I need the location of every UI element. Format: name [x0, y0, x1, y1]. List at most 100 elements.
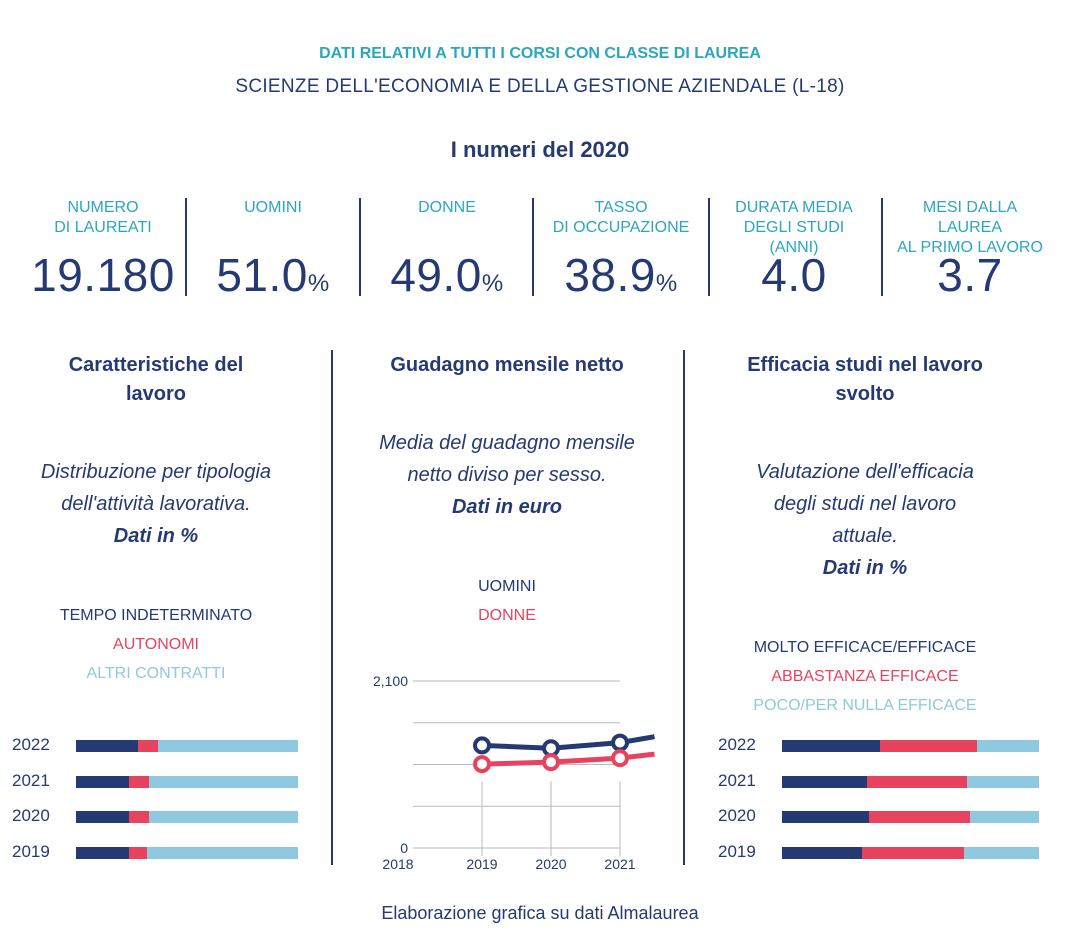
x-tick-label: 2018	[382, 856, 413, 872]
stat-label: NUMERO DI LAUREATI	[54, 199, 152, 236]
section-divider	[683, 350, 685, 865]
data-point	[542, 753, 560, 772]
series-line	[481, 751, 655, 767]
stacked-bar	[76, 846, 298, 859]
middle-legend: UOMINI DONNE	[342, 572, 672, 630]
section-title: Guadagno mensile netto	[390, 354, 624, 376]
stat-label: TASSO DI OCCUPAZIONE	[552, 199, 690, 236]
legend-item: MOLTO EFFICACE/EFFICACE	[753, 639, 977, 656]
stacked-bar	[782, 740, 1039, 752]
bar-segment	[977, 740, 1039, 752]
bar-segment	[158, 740, 298, 752]
section-title: Efficacia studi nel lavoro svolto	[747, 354, 983, 405]
y-tick-label: 2,100	[373, 673, 408, 689]
bar-category-label: 2019	[718, 841, 756, 861]
stacked-bar	[782, 811, 1039, 823]
bar-row: 2019	[718, 837, 1039, 867]
legend-item: ABBASTANZA EFFICACE	[771, 668, 959, 685]
bar-segment	[147, 846, 298, 859]
legend-item: AUTONOMI	[113, 636, 199, 653]
middle-section-header: Guadagno mensile netto	[342, 351, 672, 380]
bar-segment	[76, 846, 130, 859]
data-point	[473, 736, 491, 755]
stacked-bar	[76, 811, 298, 823]
bar-segment	[782, 846, 862, 859]
stat-label: DURATA MEDIA DEGLI STUDI (ANNI)	[735, 199, 853, 256]
stacked-bar	[76, 740, 298, 752]
stacked-bar	[76, 775, 298, 788]
stat-divider	[185, 198, 187, 296]
left-legend: TEMPO INDETERMINATO AUTONOMI ALTRI CONTR…	[0, 601, 312, 688]
data-point	[542, 739, 560, 758]
bar-category-label: 2020	[12, 806, 50, 825]
legend-item: POCO/PER NULLA EFFICACE	[753, 697, 977, 714]
header-category-line: DATI RELATIVI A TUTTI I CORSI CON CLASSE…	[319, 45, 761, 62]
bar-segment	[879, 740, 978, 752]
bar-segment	[149, 811, 298, 823]
stat-value: 51.0%	[216, 249, 330, 301]
right-section-description: Valutazione dell'efficacia degli studi n…	[756, 461, 974, 579]
left-section-description: Distribuzione per tipologia dell'attivit…	[40, 461, 272, 547]
bar-segment	[861, 846, 965, 859]
bar-segment	[129, 775, 150, 788]
section-title: Caratteristiche del lavoro	[68, 354, 244, 405]
bar-row: 2020	[718, 801, 1039, 831]
bar-segment	[866, 775, 968, 788]
legend-item: ALTRI CONTRATTI	[86, 665, 226, 682]
stacked-bar	[782, 846, 1039, 859]
bar-segment	[76, 740, 139, 752]
bar-segment	[138, 740, 159, 752]
header-degree-class: SCIENZE DELL'ECONOMIA E DELLA GESTIONE A…	[235, 76, 845, 97]
bar-row: 2020	[12, 801, 298, 831]
legend-item: UOMINI	[478, 578, 536, 595]
bar-category-label: 2021	[718, 770, 756, 790]
stat-graduates: NUMERO DI LAUREATI 19.180	[14, 198, 192, 301]
data-point	[611, 733, 629, 752]
bar-segment	[869, 811, 970, 823]
stacked-bar	[782, 775, 1039, 788]
stat-divider	[881, 198, 883, 296]
x-tick-label: 2020	[535, 856, 566, 872]
y-tick-label: 0	[400, 840, 408, 856]
bar-segment	[782, 811, 870, 823]
bar-category-label: 2022	[12, 735, 50, 754]
bar-segment	[129, 811, 150, 823]
middle-section-description: Media del guadagno mensile netto diviso …	[379, 432, 635, 518]
x-tick-label: 2019	[466, 856, 497, 872]
stat-men: UOMINI 51.0%	[198, 198, 348, 301]
stat-months-to-job: MESI DALLA LAUREA AL PRIMO LAVORO 3.7	[884, 198, 1056, 301]
data-point	[473, 755, 491, 774]
bar-segment	[782, 740, 880, 752]
bar-row: 2019	[12, 837, 298, 867]
bar-category-label: 2022	[718, 735, 756, 754]
bar-segment	[782, 775, 867, 788]
bar-row: 2021	[12, 766, 298, 796]
right-stacked-bar-chart: 2022 2021 2020 2019	[718, 730, 1043, 870]
stat-value: 38.9%	[564, 249, 678, 301]
stat-value: 3.7	[937, 249, 1003, 301]
legend-item: DONNE	[478, 607, 536, 624]
stat-study-duration: DURATA MEDIA DEGLI STUDI (ANNI) 4.0	[716, 198, 872, 301]
left-stacked-bar-chart: 2022 2021 2020 2019	[12, 730, 302, 870]
series-line	[481, 734, 655, 751]
stat-label: DONNE	[418, 199, 476, 216]
stat-employment-rate: TASSO DI OCCUPAZIONE 38.9%	[540, 198, 702, 301]
data-point	[611, 749, 629, 768]
bar-row: 2021	[718, 766, 1039, 796]
bar-segment	[149, 775, 298, 788]
bar-segment	[76, 811, 130, 823]
year-title: I numeri del 2020	[450, 137, 630, 162]
bar-category-label: 2019	[12, 841, 50, 861]
bar-segment	[129, 846, 148, 859]
stat-divider	[359, 198, 361, 296]
bar-row: 2022	[12, 730, 298, 760]
left-section-header: Caratteristiche del lavoro	[0, 351, 312, 409]
stat-value: 4.0	[761, 249, 827, 301]
stat-divider	[532, 198, 534, 296]
stat-label: UOMINI	[244, 199, 302, 216]
x-tick-label: 2021	[604, 856, 635, 872]
section-divider	[331, 350, 333, 865]
bar-row: 2022	[718, 730, 1039, 760]
stat-value: 19.180	[31, 249, 175, 301]
